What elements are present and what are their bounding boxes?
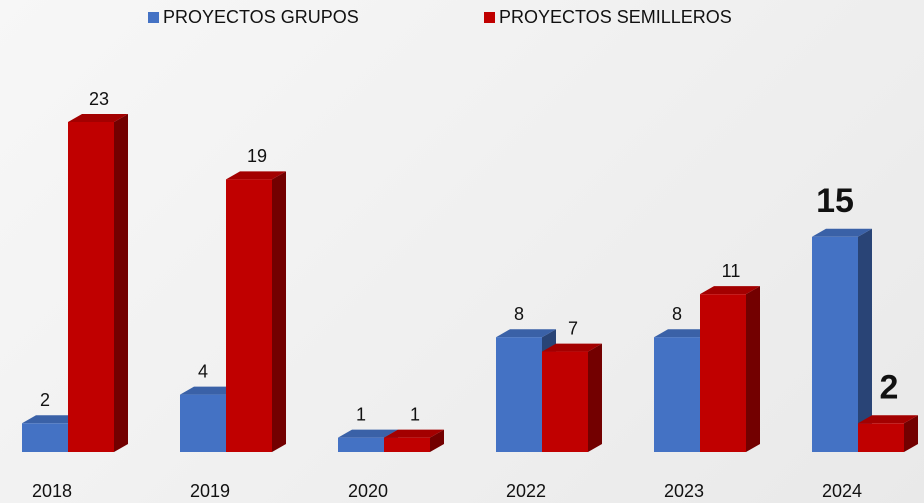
bar-side bbox=[904, 415, 918, 452]
bar bbox=[68, 122, 114, 452]
bar bbox=[338, 437, 384, 452]
bar-side bbox=[272, 171, 286, 453]
bar-side bbox=[430, 429, 444, 452]
data-label: 23 bbox=[89, 89, 109, 109]
legend-label: PROYECTOS SEMILLEROS bbox=[499, 7, 732, 27]
legend-swatch bbox=[484, 12, 495, 23]
bar bbox=[812, 236, 858, 452]
data-label: 11 bbox=[722, 261, 741, 281]
bar bbox=[226, 179, 272, 453]
x-tick-label: 2019 bbox=[190, 481, 230, 501]
bar-top bbox=[22, 415, 82, 424]
legend-swatch bbox=[148, 12, 159, 23]
x-tick-label: 2022 bbox=[506, 481, 546, 501]
data-label: 4 bbox=[198, 361, 208, 381]
bar bbox=[496, 337, 542, 452]
data-label: 1 bbox=[356, 404, 366, 424]
bar-top bbox=[338, 429, 398, 438]
bar-top bbox=[496, 329, 556, 338]
x-tick-label: 2024 bbox=[822, 481, 862, 501]
bar bbox=[654, 337, 700, 452]
x-tick-label: 2020 bbox=[348, 481, 388, 501]
bar-side bbox=[588, 343, 602, 452]
bar-top bbox=[68, 114, 128, 122]
bar-top bbox=[384, 429, 444, 438]
bar bbox=[180, 394, 226, 452]
data-label: 2 bbox=[880, 368, 899, 406]
bar bbox=[700, 294, 746, 452]
data-label: 15 bbox=[816, 182, 854, 220]
x-tick-label: 2023 bbox=[664, 481, 704, 501]
bar bbox=[542, 351, 588, 452]
data-label: 1 bbox=[410, 404, 420, 424]
bar-top bbox=[812, 228, 872, 237]
bar-top bbox=[654, 329, 714, 338]
bar-top bbox=[700, 286, 760, 295]
bar-side bbox=[114, 114, 128, 452]
bar bbox=[384, 437, 430, 452]
bar-side bbox=[858, 228, 872, 452]
data-label: 8 bbox=[672, 304, 682, 324]
bar bbox=[22, 423, 68, 452]
data-label: 7 bbox=[568, 318, 578, 338]
bar-top bbox=[858, 415, 918, 424]
data-label: 2 bbox=[40, 390, 50, 410]
x-tick-label: 2018 bbox=[32, 481, 72, 501]
bar-top bbox=[226, 171, 286, 180]
legend-label: PROYECTOS GRUPOS bbox=[163, 7, 359, 27]
bar bbox=[858, 423, 904, 452]
bar-top bbox=[542, 343, 602, 352]
bar-side bbox=[746, 286, 760, 452]
data-label: 19 bbox=[247, 146, 267, 166]
bar-top bbox=[180, 386, 240, 395]
data-label: 8 bbox=[514, 304, 524, 324]
